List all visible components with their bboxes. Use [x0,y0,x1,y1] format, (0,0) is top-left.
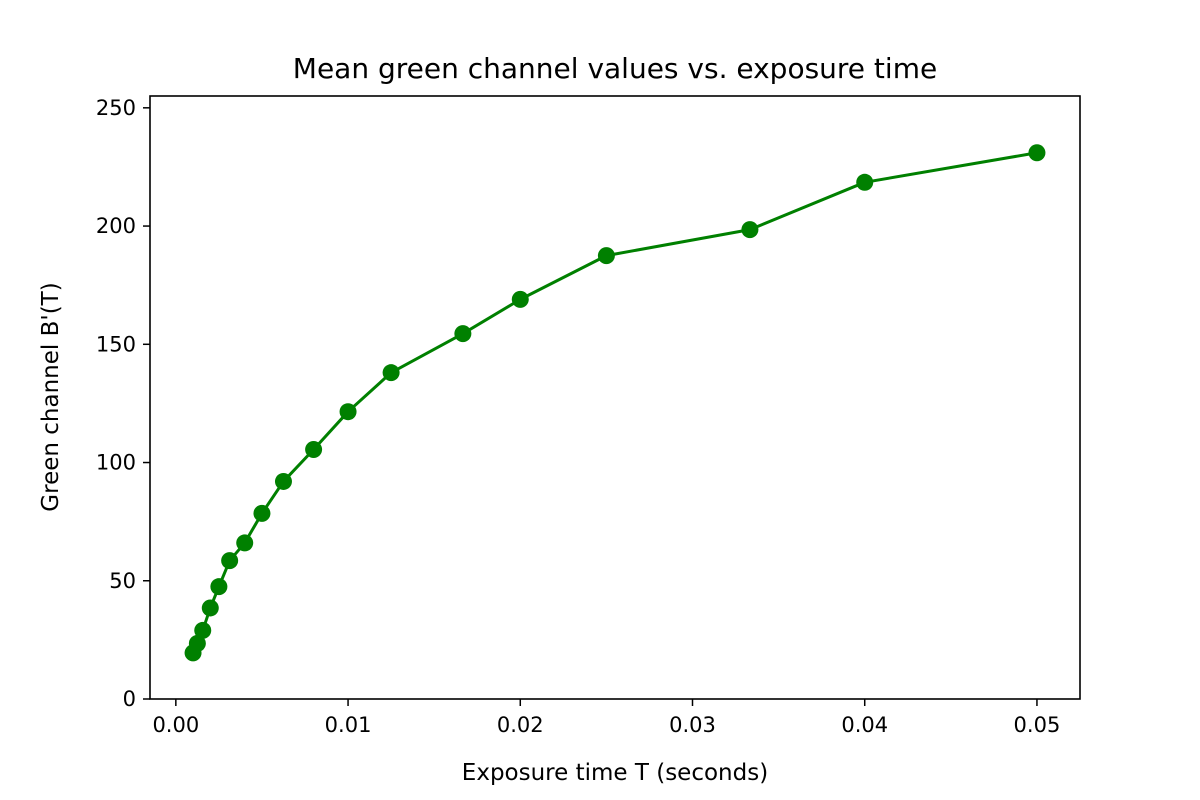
x-axis-label: Exposure time T (seconds) [462,760,768,786]
y-tick-label: 50 [109,569,136,593]
y-axis: 0 50 100 150 200 250 [96,96,150,711]
y-tick-label: 150 [96,332,136,356]
data-point [274,472,292,490]
data-point [210,578,228,596]
x-tick-label: 0.02 [497,713,544,737]
chart-title: Mean green channel values vs. exposure t… [293,52,937,85]
data-point [511,290,529,308]
x-tick-label: 0.04 [841,713,888,737]
data-point [201,599,219,617]
series-line [191,151,1038,654]
data-point [597,247,615,265]
data-point [1028,144,1046,162]
axes-frame [149,95,1081,700]
x-tick-label: 0.00 [152,713,199,737]
data-point [236,534,254,552]
x-tick-label: 0.05 [1014,713,1061,737]
y-tick-label: 100 [96,451,136,475]
data-point [194,621,212,639]
y-axis-label: Green channel B'(T) [38,282,64,511]
data-point [454,325,472,343]
data-point [741,221,759,239]
data-point [856,173,874,191]
plot-area [184,144,1046,662]
x-tick-label: 0.03 [669,713,716,737]
x-tick-label: 0.01 [325,713,372,737]
data-point [339,403,357,421]
x-axis: 0.00 0.01 0.02 0.03 0.04 0.05 [152,699,1060,737]
data-point [253,504,271,522]
data-point [305,441,323,459]
data-point [221,552,239,570]
data-point [188,634,206,652]
series-points [184,144,1046,662]
y-tick-label: 250 [96,96,136,120]
y-tick-label: 0 [123,687,136,711]
y-tick-label: 200 [96,214,136,238]
data-point [382,364,400,382]
